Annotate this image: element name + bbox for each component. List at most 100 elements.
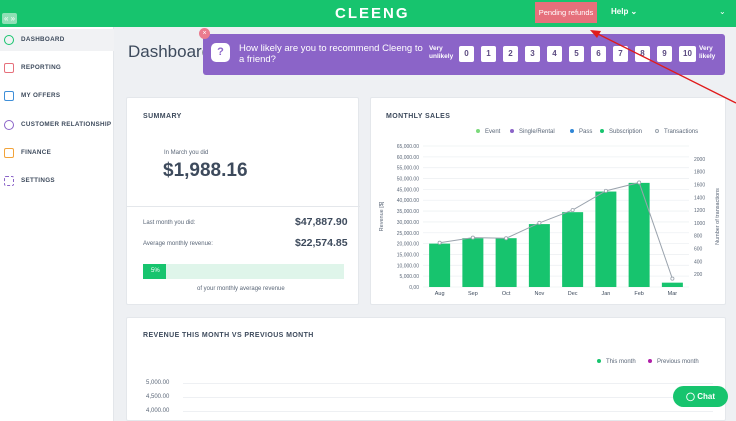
legend-event[interactable]: Event: [476, 129, 500, 135]
page-title: Dashboard: [128, 42, 212, 61]
sidebar-item-finance[interactable]: FINANCE: [0, 142, 114, 164]
sidebar-item-settings[interactable]: SETTINGS: [0, 170, 114, 192]
finance-icon: [4, 148, 14, 158]
revenue-tick-label: 5,000.00: [146, 380, 170, 386]
report-icon: [4, 63, 14, 73]
y2-tick-label: 1600: [694, 182, 705, 188]
revenue-tick-label: 4,000.00: [146, 408, 170, 414]
transactions-line: [439, 181, 673, 279]
y-tick-label: 20,000.00: [397, 242, 419, 248]
bar-feb: [628, 182, 650, 287]
legend-label: Single/Rental: [519, 129, 555, 135]
y-tick-label: 10,000.00: [397, 263, 419, 269]
cleeng-logo[interactable]: CLEENG: [335, 5, 410, 22]
bar-mar: [661, 282, 683, 287]
legend-label: Pass: [579, 129, 593, 135]
y2-tick-label: 2000: [694, 157, 705, 163]
x-tick-label: Mar: [668, 291, 678, 297]
nps-question: How likely are you to recommend Cleeng t…: [239, 43, 423, 65]
account-chevron-down-icon[interactable]: ⌄: [719, 7, 726, 16]
nps-score-9[interactable]: 9: [657, 46, 672, 62]
nps-score-4[interactable]: 4: [547, 46, 562, 62]
transactions-point: [670, 276, 675, 281]
legend-previous-month[interactable]: Previous month: [648, 359, 699, 365]
revenue-comparison-card: REVENUE THIS MONTH VS PREVIOUS MONTH Thi…: [126, 317, 726, 421]
x-tick-label: Oct: [502, 291, 511, 297]
y2-tick-label: 1200: [694, 208, 705, 214]
x-tick-label: Jan: [601, 291, 610, 297]
nps-score-3[interactable]: 3: [525, 46, 540, 62]
pending-refunds-button[interactable]: Pending refunds: [535, 2, 597, 23]
nps-score-7[interactable]: 7: [613, 46, 628, 62]
transactions-point: [504, 236, 509, 241]
y-tick-label: 65,000.00: [397, 144, 419, 150]
y-tick-label: 55,000.00: [397, 166, 419, 172]
y-tick-label: 5,000.00: [400, 274, 420, 280]
y-tick-label: 15,000.00: [397, 252, 419, 258]
nps-score-1[interactable]: 1: [481, 46, 496, 62]
legend-subscription[interactable]: Subscription: [600, 129, 642, 135]
sidebar-item-label: MY OFFERS: [21, 92, 61, 99]
y-tick-label: 0,00: [409, 285, 419, 291]
month-amount: $1,988.16: [163, 160, 248, 181]
x-tick-label: Sep: [468, 291, 478, 297]
legend-dot: [476, 129, 480, 134]
nps-score-10[interactable]: 10: [679, 46, 696, 62]
gridline: [183, 383, 713, 384]
sidebar-item-my-offers[interactable]: MY OFFERS: [0, 85, 114, 107]
sidebar-item-reporting[interactable]: REPORTING: [0, 57, 114, 79]
nps-survey-banner: ? How likely are you to recommend Cleeng…: [203, 34, 725, 75]
y2-tick-label: 200: [694, 272, 703, 278]
legend-this-month[interactable]: This month: [597, 359, 636, 365]
nps-score-0[interactable]: 0: [459, 46, 474, 62]
legend-label: Previous month: [657, 359, 699, 365]
legend-transactions[interactable]: Transactions: [655, 129, 698, 135]
legend-pass[interactable]: Pass: [570, 129, 592, 135]
chat-button[interactable]: ◯ Chat: [673, 386, 728, 407]
very-unlikely-label: Very unlikely: [429, 45, 454, 60]
x-tick-label: Dec: [568, 291, 578, 297]
legend-label: Transactions: [664, 129, 699, 135]
legend-label: Subscription: [609, 129, 643, 135]
help-menu[interactable]: Help ⌄: [611, 7, 638, 16]
transactions-point: [437, 240, 442, 245]
nps-score-5[interactable]: 5: [569, 46, 584, 62]
top-bar: « » CLEENG Pending refunds Help ⌄ ⌄: [0, 0, 736, 27]
x-tick-label: Nov: [534, 291, 544, 297]
collapse-sidebar-button[interactable]: « »: [2, 13, 17, 24]
sidebar-item-customer-relationship[interactable]: CUSTOMER RELATIONSHIP: [0, 114, 114, 136]
nps-score-6[interactable]: 6: [591, 46, 606, 62]
avg-revenue-label: Average monthly revenue:: [143, 241, 213, 247]
y2-axis-title: Number of transactions: [715, 188, 721, 245]
nps-score-8[interactable]: 8: [635, 46, 650, 62]
transactions-point: [570, 208, 575, 213]
sidebar-item-label: CUSTOMER RELATIONSHIP: [21, 121, 112, 128]
gridline: [183, 411, 713, 412]
last-month-value: $47,887.90: [295, 216, 348, 228]
y2-tick-label: 1400: [694, 195, 705, 201]
legend-dot: [600, 129, 604, 134]
last-month-label: Last month you did:: [143, 220, 196, 226]
legend-dot: [655, 129, 659, 134]
avg-revenue-value: $22,574.85: [295, 237, 348, 249]
y2-tick-label: 600: [694, 247, 703, 253]
sidebar-item-label: REPORTING: [21, 64, 62, 71]
dashboard-icon: [4, 35, 14, 45]
revenue-tick-label: 4,500.00: [146, 394, 170, 400]
summary-card: SUMMARY In March you did $1,988.16 Last …: [126, 97, 360, 305]
sidebar-item-dashboard[interactable]: DASHBOARD: [0, 29, 114, 51]
progress-caption: of your monthly average revenue: [197, 286, 285, 292]
y-tick-label: 50,000.00: [397, 177, 419, 183]
gridline: [183, 397, 713, 398]
close-icon[interactable]: ×: [199, 28, 210, 39]
legend-dot: [570, 129, 574, 134]
summary-title: SUMMARY: [143, 113, 182, 120]
legend-label: This month: [606, 359, 636, 365]
legend-single-rental[interactable]: Single/Rental: [510, 129, 555, 135]
bar-sep: [462, 238, 484, 287]
monthly-sales-title: MONTHLY SALES: [386, 113, 451, 120]
monthly-sales-chart: 0,00 5,000.00 10,000.00 15,000.00 20,000.00 2…: [379, 144, 721, 297]
y-axis-title: Revenue [$]: [379, 201, 385, 231]
sidebar-item-label: SETTINGS: [21, 177, 55, 184]
nps-score-2[interactable]: 2: [503, 46, 518, 62]
